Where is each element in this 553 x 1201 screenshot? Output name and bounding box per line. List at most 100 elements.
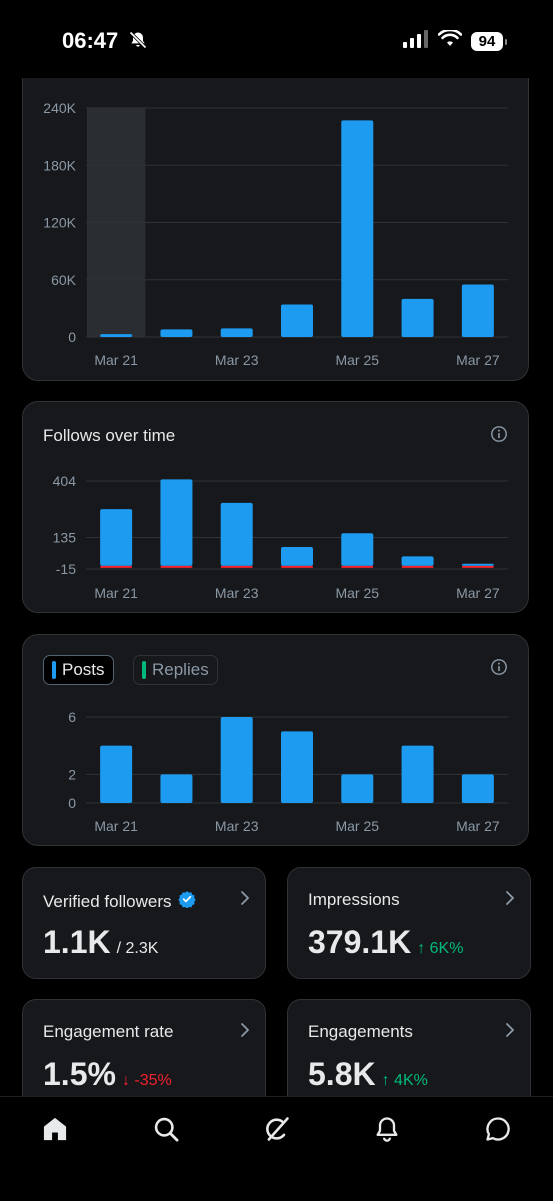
bar [160,329,193,337]
nav-messages[interactable] [480,1113,516,1149]
x-tick-label: Mar 23 [215,818,259,834]
engagements-value-row: 5.8K ↑ 4K% [308,1056,428,1093]
verified-followers-value: 1.1K [43,924,111,960]
x-tick-label: Mar 27 [456,818,500,834]
posts-bar-chart: 6 2 0 Mar 21 Mar 23 Mar 25 Mar 27 [68,709,508,834]
bar-negative [220,565,253,568]
engagement-rate-title-row: Engagement rate [43,1022,173,1042]
bar-negative [461,565,494,568]
home-icon [41,1115,69,1148]
chevron-right-icon [239,1022,251,1043]
x-tick-label: Mar 25 [335,818,379,834]
chevron-right-icon [504,1022,516,1043]
engagements-title: Engagements [308,1022,413,1041]
y-tick-label: 0 [68,795,76,811]
nav-grok[interactable] [259,1113,295,1149]
posts-swatch [52,661,56,679]
nav-search[interactable] [148,1113,184,1149]
bar [281,731,313,803]
x-tick-label: Mar 23 [215,585,259,601]
replies-toggle-label: Replies [152,660,209,679]
bottom-nav [0,1096,553,1201]
replies-swatch [142,661,146,679]
engagements-value: 5.8K [308,1056,376,1092]
engagement-rate-card[interactable]: Engagement rate 1.5% ↓ -35% [22,999,266,1111]
follows-chart-card: Follows over time 404 135 -15 Mar 21 Mar 23 M… [22,401,529,613]
verified-badge-icon [177,890,196,913]
impressions-delta: ↑ 6K% [417,940,464,957]
bell-off-icon [128,30,148,55]
x-tick-label: Mar 25 [335,585,379,601]
verified-followers-value-row: 1.1K / 2.3K [43,924,158,961]
engagement-rate-title: Engagement rate [43,1022,174,1041]
impressions-value: 379.1K [308,924,412,960]
status-right: 94 [403,28,507,53]
bar [341,533,374,566]
bar [160,479,193,566]
impressions-bar-chart: 240K 180K 120K 60K 0 Mar 21 Mar 23 Mar 25 Mar 27 [43,100,508,368]
impressions-card[interactable]: Impressions 379.1K ↑ 6K% [287,867,531,979]
impressions-title: Impressions [308,890,400,909]
verified-followers-total: / 2.3K [116,940,159,957]
x-tick-label: Mar 25 [335,352,379,368]
bar [281,546,313,566]
bar [401,298,434,337]
nav-home[interactable] [37,1113,73,1149]
bar [100,745,133,803]
impressions-chart-card: 240K 180K 120K 60K 0 Mar 21 Mar 23 Mar 25 Mar 27 [22,56,529,381]
x-tick-label: Mar 21 [94,585,138,601]
bar [341,774,374,803]
status-bar: 06:47 94 [0,0,553,78]
bar [341,120,374,337]
y-tick-label: 135 [53,529,77,545]
x-tick-label: Mar 23 [215,352,259,368]
engagements-title-row: Engagements [308,1022,413,1042]
y-tick-label: 404 [53,473,77,489]
bar-negative [341,565,374,568]
posts-toggle-label: Posts [62,660,105,679]
bar-negative [160,565,193,568]
wifi-icon [437,28,463,53]
verified-followers-title: Verified followers [43,891,172,911]
bar [160,774,193,803]
signal-icon [403,30,429,53]
bar [461,774,494,803]
grok-icon [263,1115,291,1148]
follows-bar-chart: 404 135 -15 Mar 21 Mar 23 Mar 25 Mar 27 [53,473,508,601]
y-tick-label: 60K [51,272,77,288]
y-tick-label: 180K [43,157,76,173]
engagement-rate-value-row: 1.5% ↓ -35% [43,1056,172,1093]
engagements-card[interactable]: Engagements 5.8K ↑ 4K% [287,999,531,1111]
notifications-icon [373,1115,401,1148]
bar [100,509,133,566]
y-tick-label: -15 [56,561,76,577]
status-time: 06:47 [62,28,119,53]
info-icon[interactable] [490,425,508,448]
y-tick-label: 120K [43,215,76,231]
posts-toggle[interactable]: Posts [43,655,114,685]
follows-chart-title: Follows over time [43,426,176,445]
engagements-delta: ↑ 4K% [381,1072,428,1089]
impressions-title-row: Impressions [308,890,400,910]
impressions-value-row: 379.1K ↑ 6K% [308,924,463,961]
y-tick-label: 0 [68,329,76,345]
bar [220,328,253,337]
x-tick-label: Mar 21 [94,818,138,834]
verified-followers-card[interactable]: Verified followers 1.1K / 2.3K [22,867,266,979]
replies-toggle[interactable]: Replies [133,655,218,685]
posts-chart-card: Posts Replies 6 2 0 Mar 21 Mar 23 Mar 25 Mar 2… [22,634,529,846]
bar-negative [281,565,313,568]
y-tick-label: 6 [68,709,76,725]
x-tick-label: Mar 21 [94,352,138,368]
chevron-right-icon [239,890,251,911]
engagement-rate-delta: ↓ -35% [121,1072,172,1089]
verified-followers-title-row: Verified followers [43,890,196,913]
info-icon[interactable] [490,658,508,681]
nav-notifications[interactable] [369,1113,405,1149]
bar [401,556,434,566]
bar [461,563,494,566]
bar-negative [401,565,434,568]
messages-icon [484,1115,512,1148]
chevron-right-icon [504,890,516,911]
y-tick-label: 2 [68,766,76,782]
